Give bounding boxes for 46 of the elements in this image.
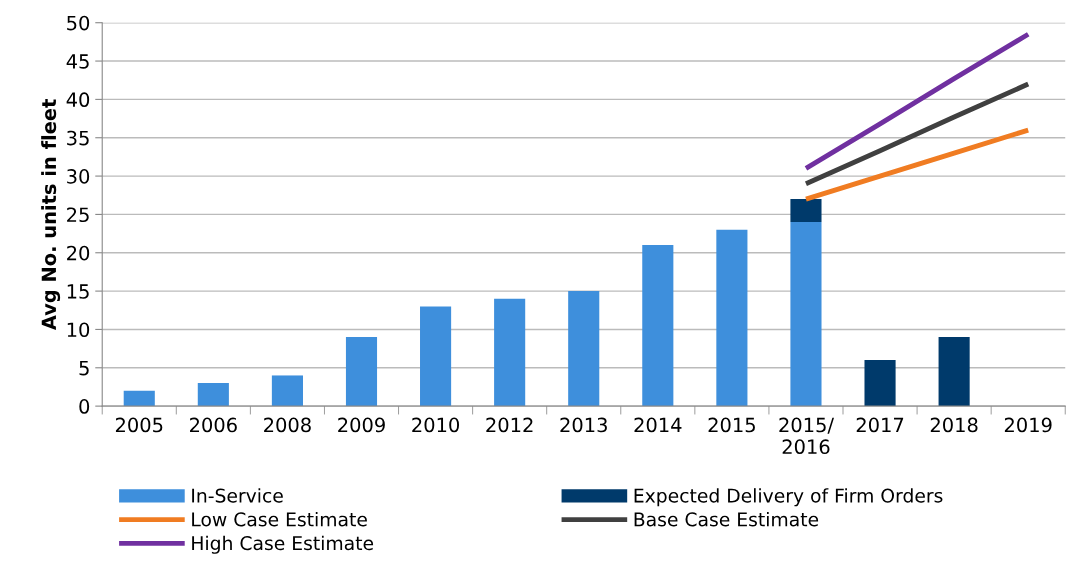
y-tick-label: 5 — [79, 360, 89, 376]
x-tick-label: 2015 — [708, 417, 755, 433]
line-series — [803, 31, 1031, 171]
x-tick-label: 2013 — [560, 417, 607, 433]
x-tick-label: 2008 — [264, 417, 311, 433]
bar — [790, 199, 822, 223]
bar — [642, 245, 674, 407]
bar — [568, 291, 600, 407]
bar — [938, 337, 970, 407]
y-tick-label: 15 — [67, 284, 89, 299]
legend-label: In-Service — [192, 488, 283, 503]
bar — [864, 360, 896, 407]
line-series — [803, 127, 1031, 202]
line-series — [803, 81, 1031, 187]
x-tick-label: 2018 — [930, 417, 978, 433]
y-tick-label: 20 — [67, 245, 90, 261]
y-tick-label: 0 — [79, 399, 90, 414]
bar — [716, 229, 748, 407]
x-tick-label: 2010 — [412, 417, 460, 433]
x-tick-label: 2009 — [338, 417, 385, 433]
y-tick-label: 40 — [66, 92, 90, 108]
legend-label: Expected Delivery of Firm Orders — [634, 488, 943, 507]
legend-label: Base Case Estimate — [634, 511, 819, 527]
x-tick-label: 2012 — [486, 417, 533, 433]
y-tick-label: 50 — [67, 15, 90, 31]
bar — [420, 306, 452, 407]
bar — [123, 390, 155, 407]
y-tick-label: 25 — [67, 207, 89, 223]
x-tick-label: 2017 — [856, 417, 904, 433]
x-tick-label: 2014 — [634, 417, 682, 433]
y-tick-label: 30 — [67, 169, 90, 184]
y-axis-title: Avg No. units in fleet — [41, 99, 61, 331]
bar — [790, 222, 822, 407]
y-tick-label: 45 — [66, 54, 89, 69]
x-tick-label: 2006 — [190, 417, 237, 433]
bar — [271, 375, 303, 407]
x-tick-label: 2015/ 2016 — [779, 417, 834, 455]
bar — [345, 337, 378, 407]
bar — [197, 383, 229, 407]
bar — [494, 298, 526, 407]
y-tick-label: 35 — [67, 130, 89, 146]
legend-label: High Case Estimate — [192, 535, 374, 554]
x-tick-label: 2019 — [1004, 417, 1052, 433]
legend-label: Low Case Estimate — [192, 511, 367, 527]
x-tick-label: 2005 — [115, 417, 163, 433]
y-tick-label: 10 — [67, 322, 90, 338]
